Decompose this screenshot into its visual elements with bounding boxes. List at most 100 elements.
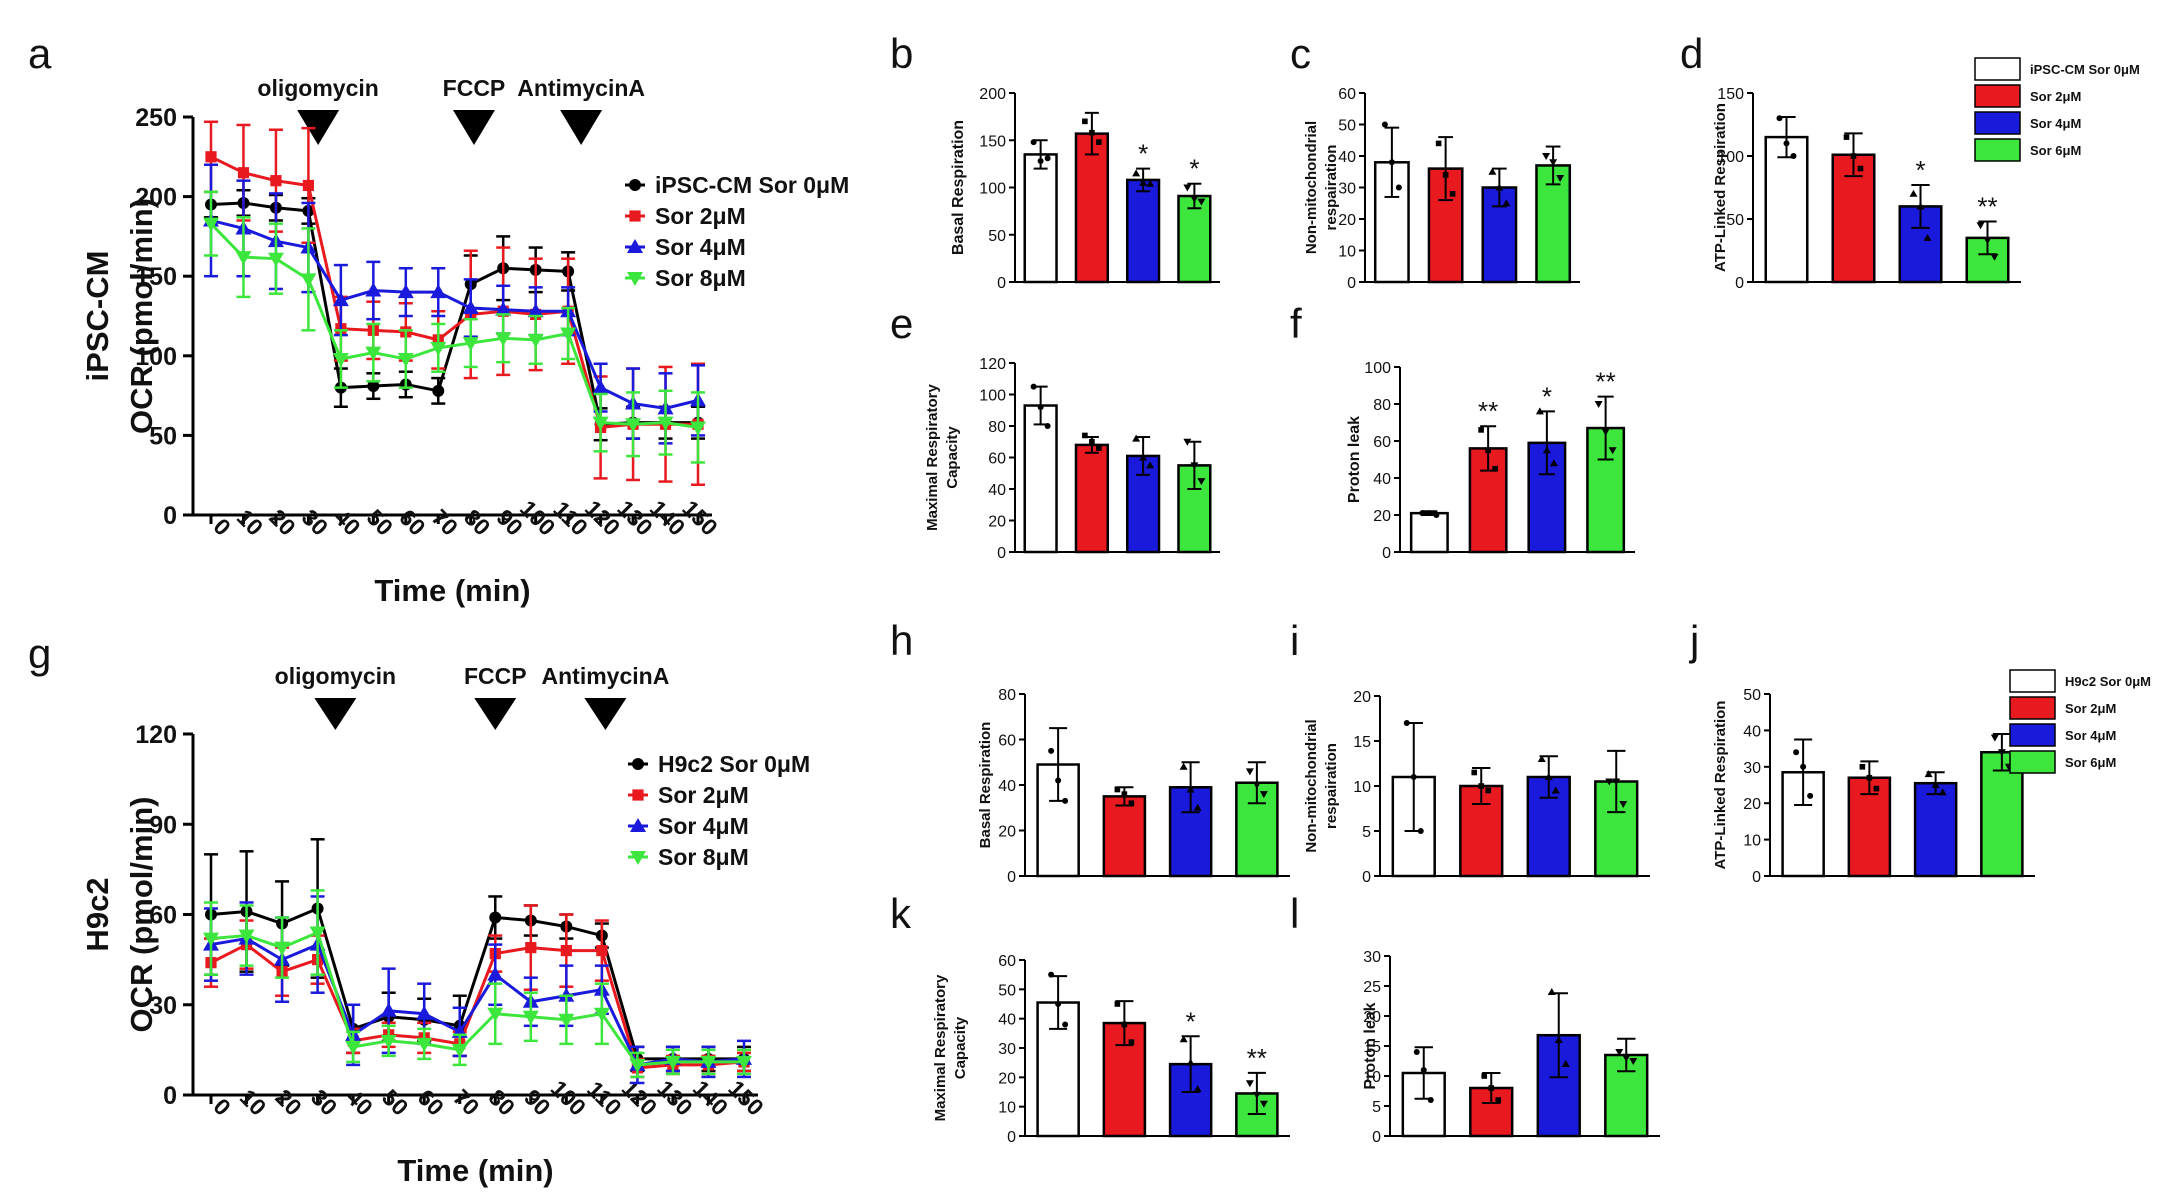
y-tick-label: 0 [163,1082,177,1110]
bar-chart-k: k 0 10 20 30 40 50 60 Maximal Respiratory Capacit… [890,890,1290,1146]
y-tick-label: 0 [1382,545,1391,562]
data-point [700,1055,717,1070]
bar [1427,167,1464,284]
panel-letter-j: j [1688,617,1699,664]
replicate-point [1139,178,1148,186]
y-tick-label: 100 [979,181,1006,198]
replicate-point [1030,383,1037,390]
legend-label: Sor 8μM [655,265,746,291]
x-tick-label: 130 [652,1075,698,1121]
bar-chart-i: i 0 5 10 15 20 Non-mitochondrial respairation [1290,617,1650,886]
significance-mark: ** [1247,1043,1267,1073]
bar-legend-top: iPSC-CM Sor 0μM Sor 2μM Sor 4μM Sor 6μM [1974,57,2140,162]
treatment-arrow [584,698,627,730]
y-axis-title: Maximal Respiratory [932,974,949,1121]
series-line [210,201,698,426]
y-axis-title: Proton leak [1346,416,1363,503]
bar [1036,763,1080,878]
significance-mark: * [1915,155,1925,185]
legend-swatch [2009,723,2056,747]
replicate-point [1410,774,1417,780]
replicate-point [1121,1021,1128,1028]
y-tick-label: 10 [1353,779,1371,796]
replicate-point [1197,198,1206,206]
replicate-point [1179,762,1188,770]
replicate-point [1554,1036,1563,1043]
replicate-point [1128,800,1135,806]
significance-mark: * [1186,1006,1196,1036]
replicate-point [1612,778,1621,786]
y-tick-label: 15 [1363,1039,1381,1056]
panel-letter-d: d [1680,30,1703,77]
y-tick-label: 200 [979,86,1006,103]
x-tick-label: 70 [427,504,463,540]
legend-label: Sor 2μM [2065,701,2116,716]
y-axis-title: Basal Respiration [950,120,967,255]
replicate-point [1481,1073,1488,1079]
data-point [522,1010,539,1025]
legend-label: Sor 4μM [2065,728,2116,743]
replicate-point [1923,233,1932,241]
y-tick-label: 40 [1373,471,1391,488]
data-point [274,941,291,956]
replicate-point [1485,787,1492,794]
y-tick-label: 120 [135,721,177,749]
replicate-point [1433,512,1440,518]
y-axis-group-title: iPSC-CM [80,251,115,382]
replicate-point [1030,139,1037,146]
data-point [416,1037,433,1052]
y-tick-label: 80 [988,419,1006,436]
replicate-point [1048,971,1055,978]
x-tick-label: 0 [208,1093,235,1120]
data-point [345,1040,362,1055]
data-point [462,300,479,315]
replicate-point [1544,773,1553,780]
replicate-point [1622,1055,1631,1062]
replicate-point [1132,434,1141,442]
data-point [332,292,349,307]
y-tick-label: 10 [1338,244,1356,261]
replicate-point [1997,749,2006,757]
legend-marker [630,818,646,832]
replicate-point [1471,769,1478,776]
treatment-label: AntimycinA [517,75,645,101]
legend-swatch [2009,696,2056,720]
replicate-point [1044,423,1051,429]
replicate-point [1417,828,1424,834]
replicate-point [1990,734,1999,742]
data-point [309,926,326,941]
replicate-point [1121,791,1128,797]
data-point [430,341,447,356]
legend-label: Sor 6μM [2030,143,2081,158]
replicate-point [1114,786,1121,793]
y-tick-label: 20 [998,1070,1016,1087]
replicate-point [1193,1085,1202,1093]
replicate-point [1420,1067,1427,1073]
replicate-point [1629,1058,1638,1065]
replicate-point [1542,446,1551,454]
data-point [203,217,219,232]
replicate-point [1395,184,1402,191]
significance-mark: * [1189,154,1199,184]
data-point [380,1002,397,1017]
bar [1125,178,1161,284]
treatment-label: AntimycinA [542,663,670,689]
legend-swatch [1974,138,2021,162]
panel-letter-l: l [1290,890,1299,937]
replicate-point [1800,763,1807,770]
replicate-point [1859,764,1866,770]
bar-chart-l: l 0 5 10 15 20 25 30 Proton leak [1290,890,1660,1146]
replicate-point [1488,1085,1495,1091]
data-point [205,151,217,163]
replicate-point [1245,1080,1254,1088]
replicate-point [1139,453,1148,461]
x-tick-label: 30 [306,1084,342,1120]
y-tick-label: 60 [149,902,177,930]
y-tick-label: 0 [1362,869,1371,886]
series-line [210,219,699,410]
replicate-point [1492,465,1498,472]
y-tick-label: 100 [135,343,177,371]
bar-chart-j: j 0 10 20 30 40 50 ATP-Linked Respiration [1688,617,2035,886]
legend-swatch [2009,669,2056,693]
